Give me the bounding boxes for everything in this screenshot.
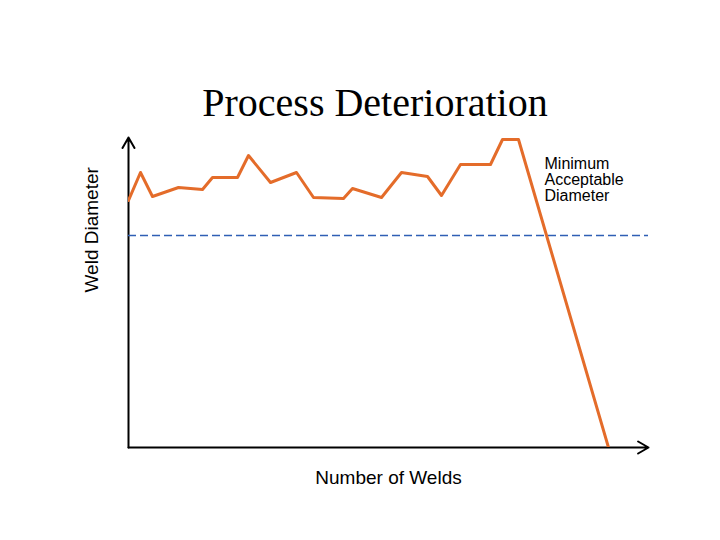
svg-text:Number of Welds: Number of Welds: [315, 467, 461, 488]
svg-text:Weld Diameter: Weld Diameter: [81, 167, 102, 293]
html-text:Process Deterioration: Process Deterioration: [202, 80, 548, 125]
svg-text:MinimumAcceptableDiameter: MinimumAcceptableDiameter: [545, 155, 624, 204]
